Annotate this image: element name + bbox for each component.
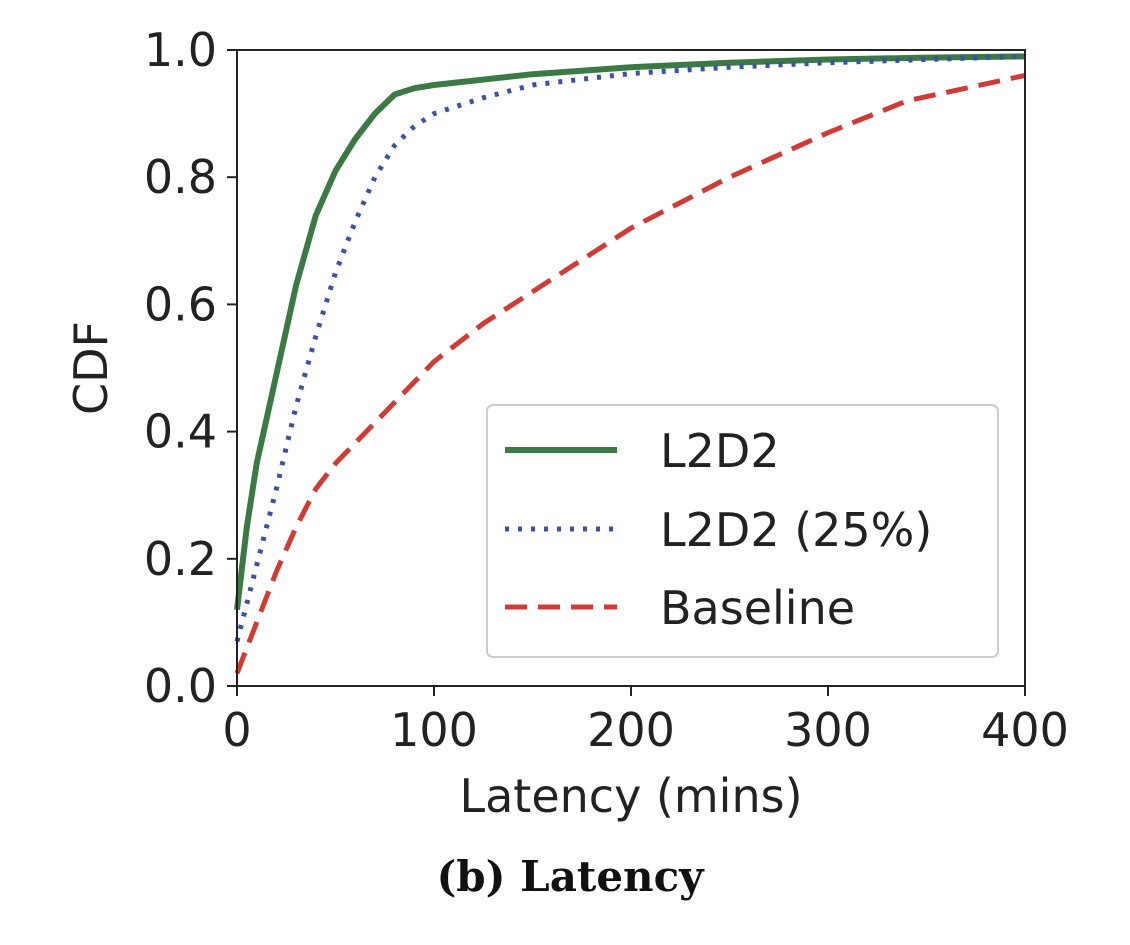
y-tick-label: 0.0	[144, 659, 217, 713]
y-tick-label: 0.6	[144, 277, 217, 331]
x-tick-label: 400	[981, 703, 1069, 757]
y-tick-label: 0.4	[144, 405, 217, 459]
x-tick-label: 300	[784, 703, 872, 757]
legend-label-2: L2D2 (25%)	[660, 503, 932, 557]
legend-frame	[486, 404, 999, 658]
y-tick-label: 0.2	[144, 532, 217, 586]
y-axis-label: CDF	[64, 321, 118, 415]
figure-caption: (b) Latency	[436, 852, 704, 901]
legend: L2D2 L2D2 (25%) Baseline	[486, 404, 999, 658]
legend-label-1: L2D2	[660, 424, 780, 478]
y-tick-label: 1.0	[144, 23, 217, 77]
series-layer	[234, 53, 1026, 675]
legend-label-3: Baseline	[660, 581, 855, 635]
series-line-1	[234, 53, 1026, 611]
x-tick-label: 200	[587, 703, 675, 757]
latency-cdf-chart: 0 100 200 300 400 0.0 0.2 0.4 0.6 0.8 1.0 Latency …	[64, 23, 1069, 823]
series-line-3	[234, 72, 1026, 675]
y-tick-label: 0.8	[144, 150, 217, 204]
series-line-2	[234, 53, 1026, 643]
ticks-layer: 0 100 200 300 400 0.0 0.2 0.4 0.6 0.8 1.0	[144, 23, 1069, 757]
x-axis-label: Latency (mins)	[459, 769, 802, 823]
x-tick-label: 0	[222, 703, 251, 757]
x-tick-label: 100	[390, 703, 478, 757]
